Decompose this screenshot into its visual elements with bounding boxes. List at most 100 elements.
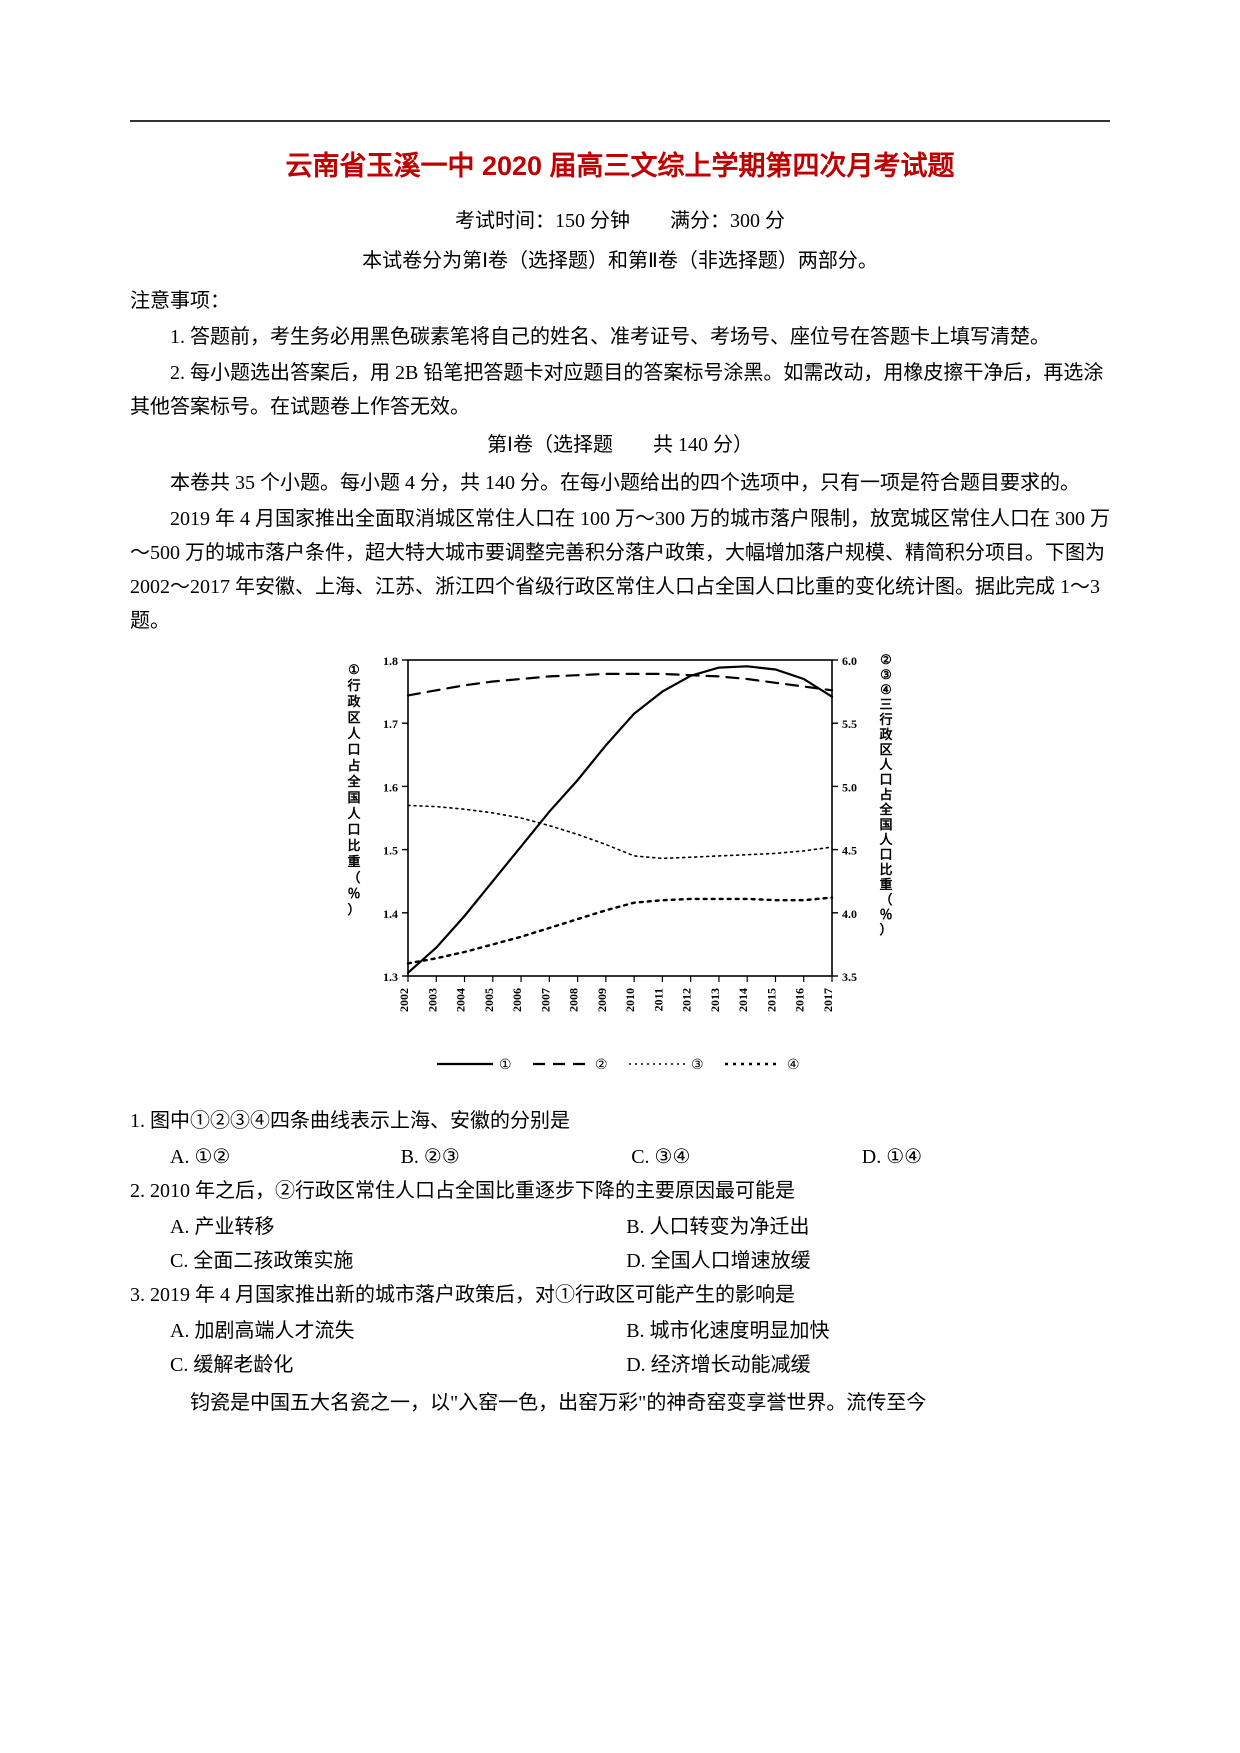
svg-text:1.8: 1.8 (383, 654, 398, 668)
q2-options-row1: A. 产业转移 B. 人口转变为净迁出 (130, 1210, 1110, 1244)
svg-text:（: （ (347, 870, 360, 885)
passage-1: 2019 年 4 月国家推出全面取消城区常住人口在 100 万～300 万的城市… (130, 502, 1110, 638)
svg-text:③: ③ (691, 1058, 704, 1073)
svg-text:口: 口 (879, 847, 892, 862)
q2-opt-d: D. 全国人口增速放缓 (626, 1244, 1077, 1278)
svg-text:1.7: 1.7 (383, 717, 398, 731)
note-2: 2. 每小题选出答案后，用 2B 铅笔把答题卡对应题目的答案标号涂黑。如需改动，… (130, 356, 1110, 424)
svg-text:区: 区 (347, 710, 360, 725)
q2-options-row2: C. 全面二孩政策实施 D. 全国人口增速放缓 (130, 1244, 1110, 1278)
svg-text:口: 口 (879, 772, 892, 787)
q2-opt-b: B. 人口转变为净迁出 (626, 1210, 1077, 1244)
q2-opt-c: C. 全面二孩政策实施 (170, 1244, 621, 1278)
notes-heading: 注意事项： (130, 284, 1110, 318)
svg-text:3.5: 3.5 (842, 970, 857, 984)
svg-text:2003: 2003 (425, 988, 439, 1012)
q3-options-row2: C. 缓解老龄化 D. 经济增长动能减缓 (130, 1348, 1110, 1382)
svg-text:（: （ (879, 892, 892, 907)
q3-opt-a: A. 加剧高端人才流失 (170, 1314, 621, 1348)
svg-text:行: 行 (346, 678, 360, 693)
svg-text:人: 人 (879, 832, 893, 847)
svg-text:重: 重 (347, 854, 360, 869)
svg-text:2012: 2012 (680, 988, 694, 1012)
svg-text:2004: 2004 (454, 988, 468, 1012)
q1-opt-c: C. ③④ (631, 1140, 857, 1174)
exam-parts-line: 本试卷分为第Ⅰ卷（选择题）和第Ⅱ卷（非选择题）两部分。 (130, 244, 1110, 278)
svg-text:2008: 2008 (567, 988, 581, 1012)
svg-text:②: ② (880, 652, 892, 667)
svg-text:三: 三 (879, 697, 892, 712)
q1-opt-d: D. ①④ (862, 1140, 1088, 1174)
svg-text:②: ② (595, 1058, 608, 1073)
svg-text:④: ④ (880, 682, 892, 697)
svg-text:占: 占 (347, 758, 360, 773)
svg-text:2009: 2009 (595, 988, 609, 1012)
svg-text:2017: 2017 (821, 988, 835, 1012)
svg-text:①: ① (499, 1058, 512, 1073)
svg-text:比: 比 (347, 838, 360, 853)
svg-text:2010: 2010 (623, 988, 637, 1012)
svg-text:5.0: 5.0 (842, 780, 857, 794)
svg-text:④: ④ (787, 1058, 800, 1073)
svg-text:政: 政 (347, 694, 361, 709)
q2-opt-a: A. 产业转移 (170, 1210, 621, 1244)
svg-text:4.0: 4.0 (842, 907, 857, 921)
svg-text:国: 国 (347, 790, 360, 805)
q3-opt-b: B. 城市化速度明显加快 (626, 1314, 1077, 1348)
svg-text:全: 全 (346, 774, 361, 789)
svg-text:2007: 2007 (538, 988, 552, 1012)
svg-text:1.4: 1.4 (383, 907, 398, 921)
svg-text:比: 比 (879, 862, 892, 877)
q1-opt-b: B. ②③ (401, 1140, 627, 1174)
q1-opt-a: A. ①② (170, 1140, 396, 1174)
q3-options-row1: A. 加剧高端人才流失 B. 城市化速度明显加快 (130, 1314, 1110, 1348)
svg-text:区: 区 (879, 742, 892, 757)
svg-text:重: 重 (879, 877, 892, 892)
svg-text:③: ③ (880, 667, 892, 682)
svg-text:国: 国 (879, 817, 892, 832)
footer-passage: 钧瓷是中国五大名瓷之一，以"入窑一色，出窑万彩"的神奇窑变享誉世界。流传至今 (130, 1386, 1110, 1420)
svg-text:人: 人 (347, 726, 361, 741)
svg-text:口: 口 (347, 742, 360, 757)
population-chart-svg: 1.3 1.4 1.5 1.6 1.7 1.8 3.5 4.0 4.5 5.0 5.5 6.0 2002… (340, 646, 900, 1086)
q3-opt-d: D. 经济增长动能减缓 (626, 1348, 1077, 1382)
q3-stem: 3. 2019 年 4 月国家推出新的城市落户政策后，对①行政区可能产生的影响是 (130, 1278, 1110, 1312)
svg-text:2014: 2014 (736, 988, 750, 1012)
exam-time-line: 考试时间：150 分钟 满分：300 分 (130, 204, 1110, 238)
svg-text:）: ） (347, 902, 360, 917)
svg-text:全: 全 (878, 802, 893, 817)
svg-text:人: 人 (879, 757, 893, 772)
svg-text:①: ① (348, 662, 360, 677)
svg-text:4.5: 4.5 (842, 843, 857, 857)
exam-title: 云南省玉溪一中 2020 届高三文综上学期第四次月考试题 (130, 144, 1110, 190)
svg-text:1.6: 1.6 (383, 780, 398, 794)
svg-text:2015: 2015 (764, 988, 778, 1012)
svg-text:2005: 2005 (482, 988, 496, 1012)
svg-text:6.0: 6.0 (842, 654, 857, 668)
svg-text:2002: 2002 (397, 988, 411, 1012)
svg-text:政: 政 (879, 727, 893, 742)
top-rule (130, 120, 1110, 122)
section1-intro: 本卷共 35 个小题。每小题 4 分，共 140 分。在每小题给出的四个选项中，… (130, 466, 1110, 500)
q2-stem: 2. 2010 年之后，②行政区常住人口占全国比重逐步下降的主要原因最可能是 (130, 1174, 1110, 1208)
svg-text:口: 口 (347, 822, 360, 837)
svg-text:1.5: 1.5 (383, 843, 398, 857)
svg-text:2006: 2006 (510, 988, 524, 1012)
population-chart: 1.3 1.4 1.5 1.6 1.7 1.8 3.5 4.0 4.5 5.0 5.5 6.0 2002… (340, 646, 900, 1086)
q3-opt-c: C. 缓解老龄化 (170, 1348, 621, 1382)
svg-text:人: 人 (347, 806, 361, 821)
svg-text:2011: 2011 (651, 988, 665, 1011)
note-1: 1. 答题前，考生务必用黑色碳素笔将自己的姓名、准考证号、考场号、座位号在答题卡… (130, 320, 1110, 354)
section1-title: 第Ⅰ卷（选择题 共 140 分） (130, 428, 1110, 462)
svg-text:占: 占 (879, 787, 892, 802)
svg-text:行: 行 (878, 712, 892, 727)
q1-stem: 1. 图中①②③④四条曲线表示上海、安徽的分别是 (130, 1104, 1110, 1138)
svg-text:％: ％ (347, 886, 360, 901)
svg-text:）: ） (879, 922, 892, 937)
svg-text:2016: 2016 (793, 988, 807, 1012)
svg-text:％: ％ (879, 907, 892, 922)
svg-text:5.5: 5.5 (842, 717, 857, 731)
svg-text:1.3: 1.3 (383, 970, 398, 984)
svg-text:2013: 2013 (708, 988, 722, 1012)
q1-options: A. ①② B. ②③ C. ③④ D. ①④ (130, 1140, 1110, 1174)
